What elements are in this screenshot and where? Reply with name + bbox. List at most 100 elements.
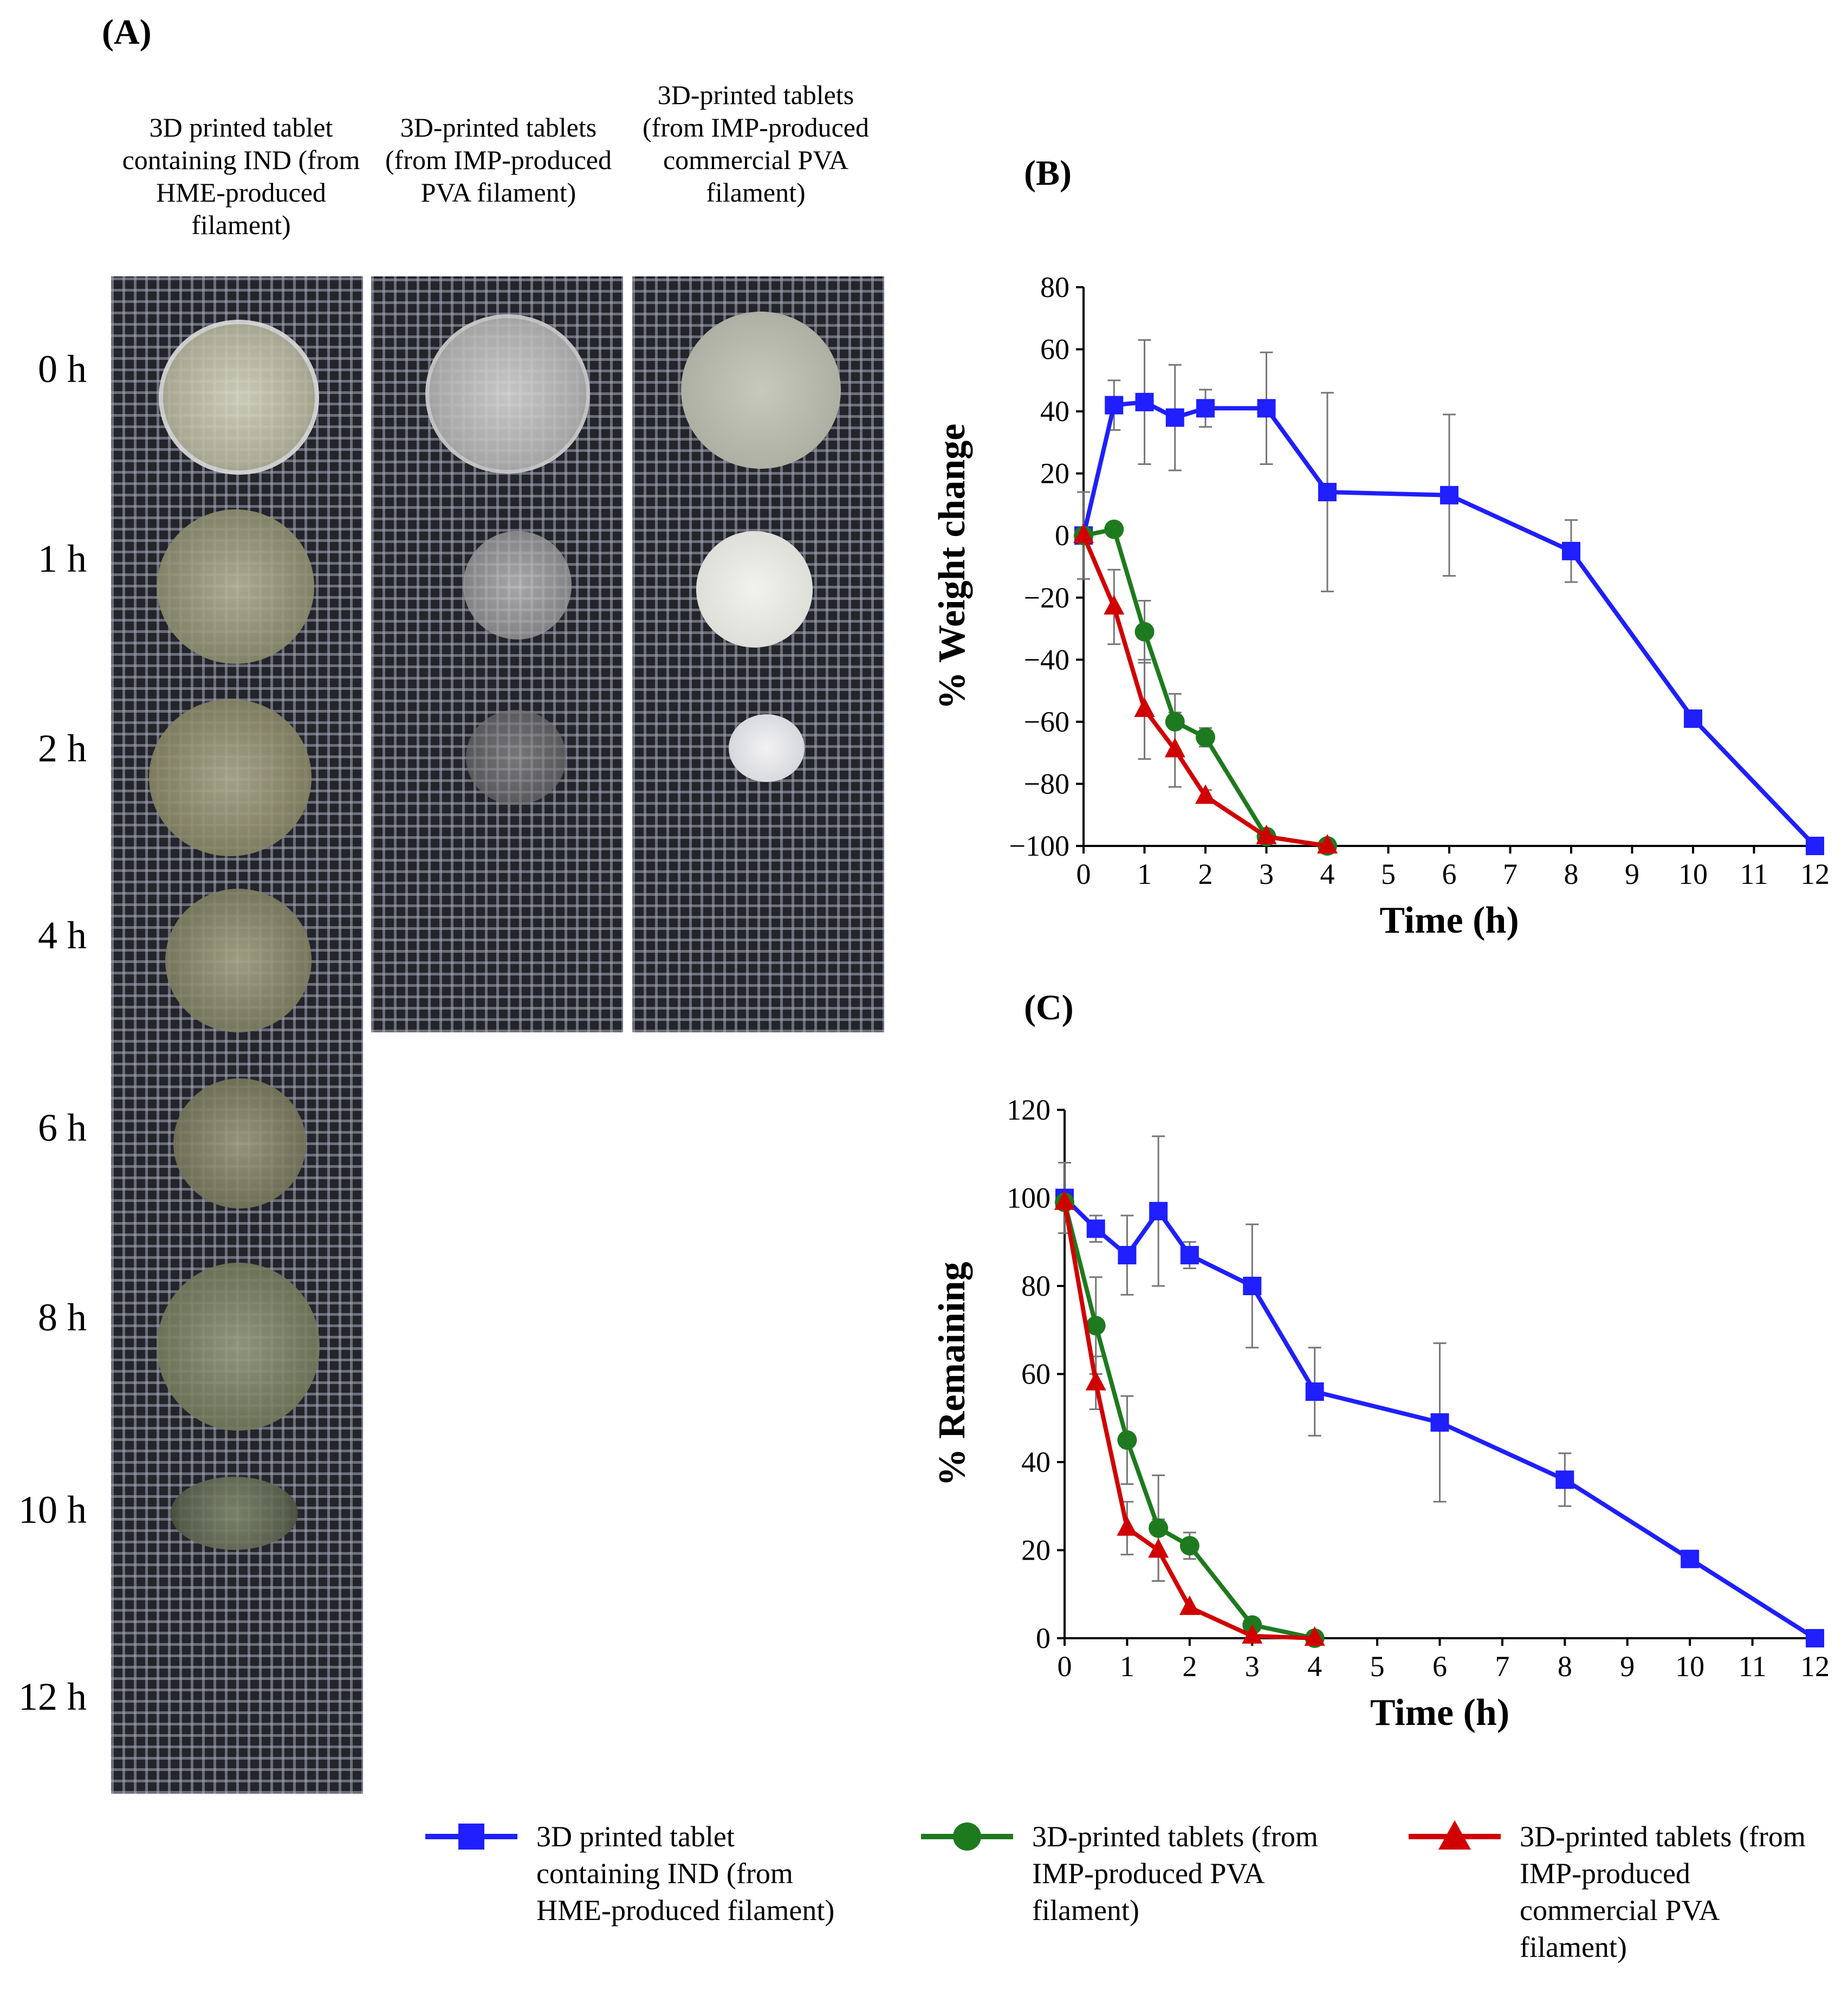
y-tick-label: −100	[1009, 830, 1069, 862]
data-point-square	[1318, 483, 1337, 502]
tablet-ind-4h	[165, 889, 312, 1032]
data-point-square	[1257, 399, 1276, 418]
tablet-pva-1h	[463, 531, 572, 639]
x-tick-label: 2	[1198, 858, 1213, 890]
photo-column-commercial-pva	[632, 276, 884, 1032]
x-tick-label: 12	[1800, 858, 1830, 890]
x-tick-label: 4	[1320, 858, 1335, 890]
time-label-8h: 8 h	[38, 1296, 87, 1339]
data-point-triangle	[1073, 523, 1094, 544]
x-tick-label: 0	[1058, 1650, 1072, 1683]
y-tick-label: −40	[1024, 643, 1069, 676]
time-label-2h: 2 h	[38, 727, 87, 770]
x-axis-title: Time (h)	[1370, 1692, 1509, 1734]
data-point-square	[1196, 399, 1215, 418]
x-tick-label: 9	[1625, 858, 1639, 890]
x-tick-label: 11	[1739, 1650, 1767, 1683]
data-point-triangle	[1134, 697, 1155, 717]
y-axis-title: % Remaining	[931, 1262, 973, 1486]
legend-marker-triangle	[1409, 1820, 1501, 1850]
data-point-square	[1105, 396, 1124, 415]
y-tick-label: 40	[1040, 395, 1069, 428]
data-point-triangle	[1317, 834, 1338, 854]
x-tick-label: 10	[1678, 858, 1708, 890]
panel-label-c: (C)	[1024, 988, 1074, 1027]
photo-column-header-ind: 3D printed tablet containing IND (from H…	[122, 112, 360, 240]
x-tick-label: 3	[1259, 858, 1274, 890]
data-point-square	[1684, 709, 1702, 728]
legend-marker-circle	[921, 1822, 1013, 1851]
data-point-triangle	[1164, 738, 1185, 758]
data-point-circle	[1179, 1536, 1199, 1556]
data-point-square	[1135, 392, 1154, 411]
y-tick-label: 20	[1021, 1534, 1051, 1567]
x-tick-label: 7	[1495, 1650, 1509, 1683]
x-tick-label: 10	[1675, 1650, 1704, 1683]
y-axis-title: % Weight change	[931, 424, 973, 710]
data-point-square	[1430, 1413, 1449, 1432]
data-point-circle	[1117, 1430, 1137, 1450]
legend-label-commercial-pva: 3D-printed tablets (from IMP-produced co…	[1520, 1820, 1806, 1963]
time-label-1h: 1 h	[38, 537, 87, 580]
x-tick-label: 1	[1137, 858, 1152, 890]
data-point-triangle	[1104, 594, 1125, 615]
data-point-triangle	[1148, 1538, 1169, 1558]
x-tick-label: 2	[1182, 1650, 1197, 1683]
data-point-triangle	[1179, 1595, 1200, 1615]
x-tick-label: 5	[1381, 858, 1396, 890]
tablet-commercial-1h	[696, 531, 813, 648]
data-point-square	[1086, 1219, 1105, 1238]
data-point-square	[1243, 1277, 1262, 1295]
legend-item-pva: 3D-printed tablets (from IMP-produced PV…	[918, 1818, 1363, 1929]
photo-column-pva	[371, 276, 623, 1032]
tablet-ind-2h	[149, 699, 312, 856]
x-axis-title: Time (h)	[1379, 900, 1519, 941]
data-point-triangle	[1242, 1624, 1263, 1644]
x-tick-label: 0	[1077, 858, 1091, 890]
y-tick-label: 120	[1007, 1094, 1051, 1126]
legend-marker-square	[425, 1824, 517, 1850]
x-tick-label: 7	[1503, 858, 1518, 890]
y-tick-label: −60	[1024, 706, 1069, 738]
tablet-ind-0h	[159, 320, 319, 475]
legend-label-ind: 3D printed tablet containing IND (from H…	[536, 1820, 835, 1927]
data-point-square	[1440, 486, 1458, 505]
data-point-circle	[1134, 622, 1155, 642]
legend-item-commercial-pva: 3D-printed tablets (from IMP-produced co…	[1406, 1818, 1839, 1966]
x-tick-label: 5	[1370, 1650, 1385, 1683]
tablet-ind-10h	[171, 1477, 298, 1550]
data-point-square	[1681, 1549, 1700, 1568]
data-point-square	[1562, 541, 1580, 560]
tablet-commercial-2h	[729, 714, 805, 782]
data-point-square	[1806, 1629, 1824, 1647]
photo-column-header-commercial-pva: 3D-printed tablets (from IMP-produced co…	[643, 80, 869, 208]
data-point-circle	[1149, 1518, 1169, 1538]
x-tick-label: 4	[1307, 1650, 1322, 1683]
data-point-square	[1180, 1246, 1199, 1265]
photo-column-header-pva: 3D-printed tablets (from IMP-produced PV…	[385, 112, 612, 208]
legend-label-pva: 3D-printed tablets (from IMP-produced PV…	[1032, 1820, 1318, 1927]
data-point-triangle	[1085, 1371, 1106, 1391]
data-point-square	[1305, 1382, 1324, 1401]
x-tick-label: 8	[1558, 1650, 1572, 1683]
y-tick-label: 60	[1040, 333, 1069, 366]
x-tick-label: 1	[1120, 1650, 1134, 1683]
time-label-12h: 12 h	[18, 1675, 87, 1718]
y-tick-label: −80	[1024, 767, 1069, 800]
tablet-commercial-0h	[681, 312, 841, 469]
tablet-ind-8h	[157, 1263, 320, 1431]
y-tick-label: 80	[1040, 271, 1069, 303]
data-point-triangle	[1117, 1516, 1138, 1536]
x-tick-label: 12	[1800, 1650, 1830, 1683]
data-point-triangle	[1304, 1626, 1325, 1646]
y-tick-label: 100	[1007, 1182, 1051, 1214]
data-point-circle	[1086, 1316, 1106, 1336]
y-tick-label: 60	[1021, 1358, 1051, 1391]
y-tick-label: 0	[1055, 519, 1069, 552]
x-tick-label: 11	[1740, 858, 1768, 890]
time-label-6h: 6 h	[38, 1106, 87, 1149]
data-point-square	[1555, 1470, 1574, 1489]
tablet-ind-6h	[173, 1078, 306, 1208]
data-point-triangle	[1054, 1190, 1075, 1210]
x-tick-label: 6	[1442, 858, 1457, 890]
